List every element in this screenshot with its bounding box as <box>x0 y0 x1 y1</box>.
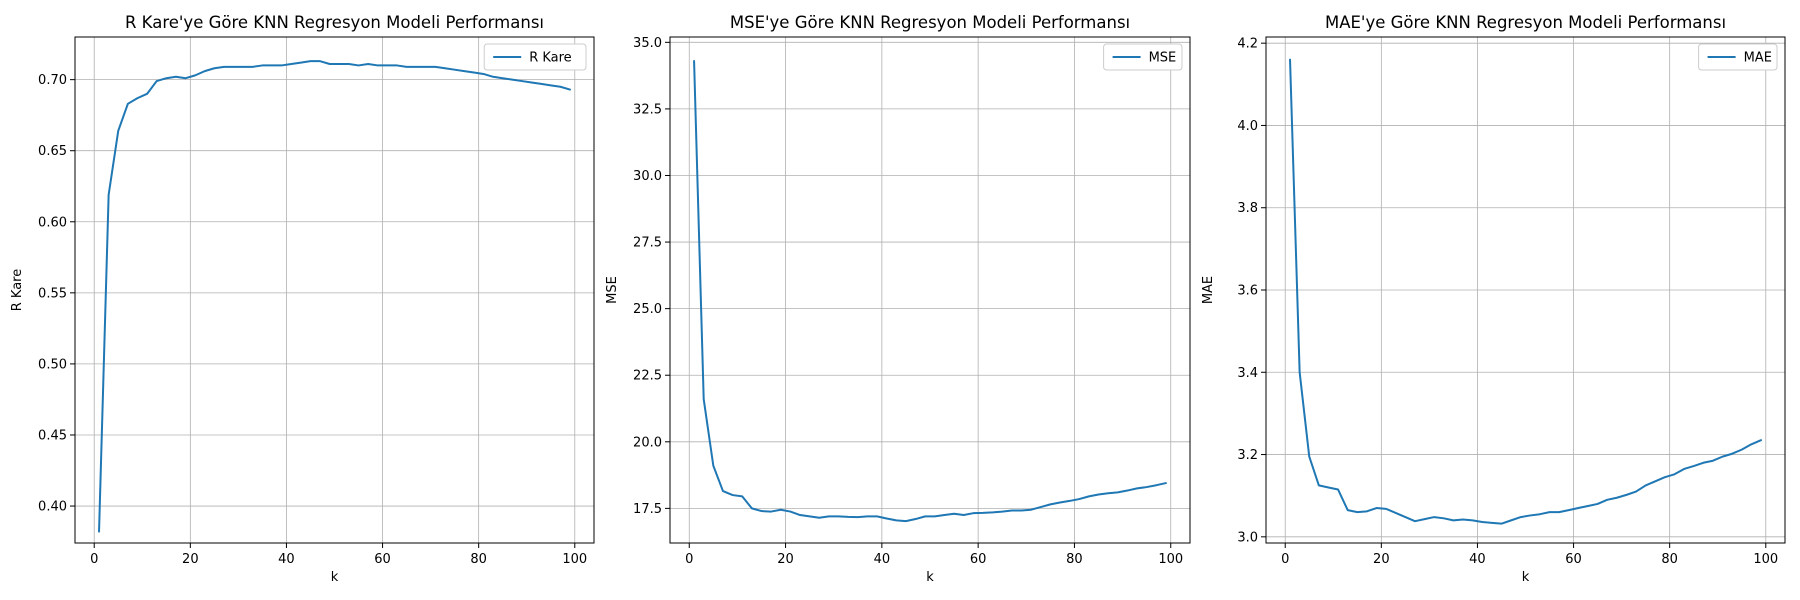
x-axis-label: k <box>1522 570 1530 585</box>
y-tick-label: 0.60 <box>38 215 67 230</box>
y-tick-label: 0.70 <box>38 73 67 88</box>
x-tick-label: 100 <box>1753 552 1778 567</box>
y-tick-label: 35.0 <box>633 36 662 51</box>
y-axis-label: MAE <box>1201 276 1216 304</box>
chart-2: 0 20 40 60 80 100 17.5 20.0 22.5 25.0 27.5 30.0 32.5… <box>605 13 1191 585</box>
x-axis-label: k <box>926 570 934 585</box>
x-tick-label: 20 <box>182 552 199 567</box>
x-tick-label: 0 <box>90 552 98 567</box>
x-tick-label: 100 <box>1158 552 1183 567</box>
legend-label: R Kare <box>529 51 572 66</box>
y-tick-label: 3.0 <box>1237 530 1258 545</box>
y-tick-label: 0.55 <box>38 286 67 301</box>
legend-box <box>1103 43 1183 71</box>
y-tick-label: 20.0 <box>633 435 662 450</box>
legend-label: MAE <box>1744 51 1772 66</box>
y-tick-label: 3.8 <box>1237 201 1258 216</box>
legend-box <box>1698 43 1778 71</box>
x-tick-label: 60 <box>374 552 391 567</box>
x-tick-label: 40 <box>1469 552 1486 567</box>
x-tick-label: 0 <box>1281 552 1289 567</box>
legend-box <box>483 43 587 71</box>
y-tick-label: 0.65 <box>38 144 67 159</box>
y-axis-label: MSE <box>605 276 620 304</box>
chart-title: MSE'ye Göre KNN Regresyon Modeli Perform… <box>730 13 1130 32</box>
legend: MAE <box>1698 43 1778 71</box>
y-tick-label: 4.2 <box>1237 37 1258 52</box>
y-tick-label: 32.5 <box>633 102 662 117</box>
x-tick-label: 40 <box>278 552 295 567</box>
x-tick-label: 0 <box>685 552 693 567</box>
y-tick-label: 0.50 <box>38 357 67 372</box>
y-tick-label: 4.0 <box>1237 119 1258 134</box>
legend: MSE <box>1103 43 1183 71</box>
y-tick-label: 0.40 <box>38 500 67 515</box>
x-tick-label: 60 <box>970 552 987 567</box>
x-tick-label: 20 <box>777 552 794 567</box>
x-tick-label: 40 <box>874 552 891 567</box>
y-tick-label: 3.2 <box>1237 448 1258 463</box>
y-tick-label: 3.6 <box>1237 284 1258 299</box>
y-axis-label: R Kare <box>10 269 25 312</box>
series-line <box>98 60 571 533</box>
y-tick-label: 22.5 <box>633 369 662 384</box>
legend: R Kare <box>483 43 587 71</box>
plot-frame <box>669 36 1191 544</box>
x-tick-label: 80 <box>1661 552 1678 567</box>
y-tick-label: 0.45 <box>38 428 67 443</box>
x-tick-label: 80 <box>1066 552 1083 567</box>
y-tick-label: 30.0 <box>633 169 662 184</box>
x-axis-label: k <box>331 570 339 585</box>
x-tick-label: 80 <box>470 552 487 567</box>
series-line <box>693 59 1167 523</box>
y-tick-label: 3.4 <box>1237 366 1258 381</box>
plot-frame <box>74 36 595 544</box>
y-tick-label: 27.5 <box>633 236 662 251</box>
chart-3: 0 20 40 60 80 100 3.0 3.2 3.4 3.6 3.8 4.0 4.2 MAE'ye … <box>1201 13 1786 585</box>
chart-title: MAE'ye Göre KNN Regresyon Modeli Perform… <box>1325 13 1726 32</box>
x-tick-label: 20 <box>1373 552 1390 567</box>
chart-1: 0 20 40 60 80 100 0.40 0.45 0.50 0.55 0.60 0.65 0.70… <box>10 13 595 585</box>
legend-label: MSE <box>1149 51 1177 66</box>
chart-title: R Kare'ye Göre KNN Regresyon Modeli Perf… <box>125 13 544 32</box>
y-tick-label: 25.0 <box>633 302 662 317</box>
series-line <box>1289 58 1762 525</box>
x-tick-label: 60 <box>1565 552 1582 567</box>
y-tick-label: 17.5 <box>633 502 662 517</box>
x-tick-label: 100 <box>562 552 587 567</box>
